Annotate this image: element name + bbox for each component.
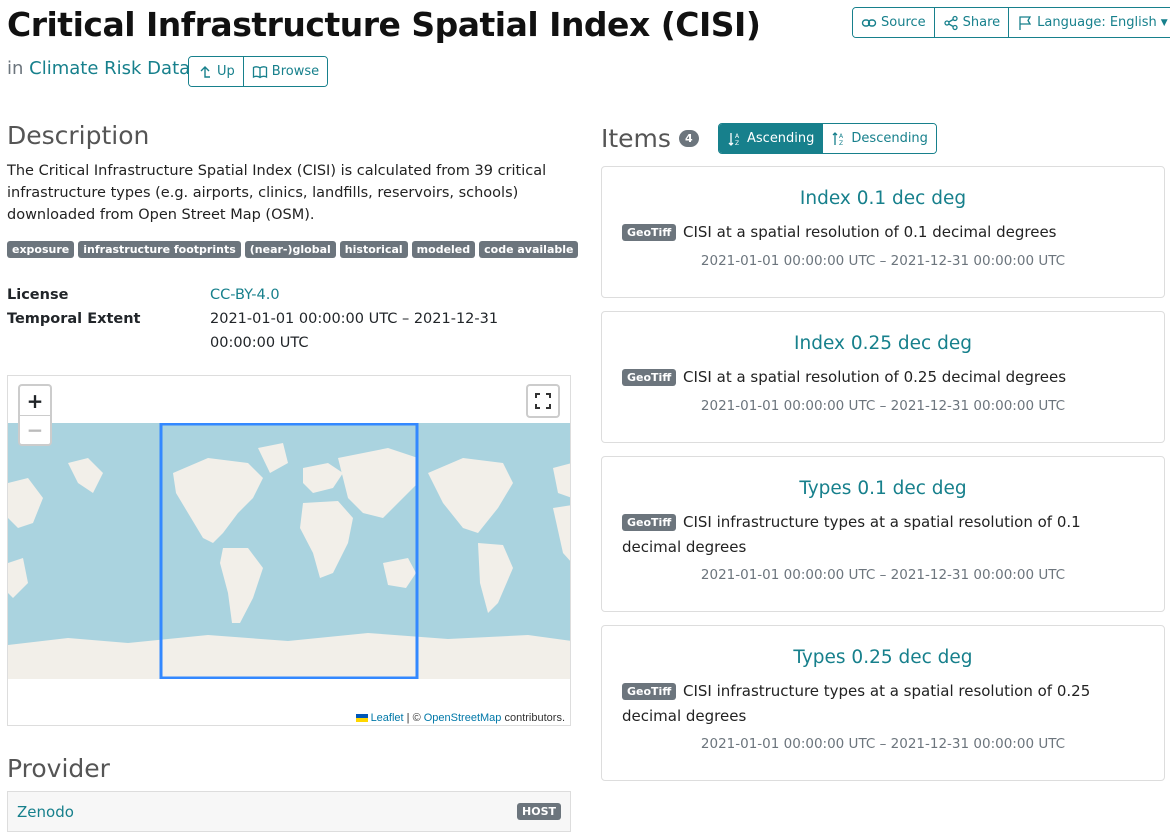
fullscreen-button[interactable]: [526, 384, 560, 418]
keyword-tag: exposure: [7, 241, 75, 258]
zoom-out-button[interactable]: −: [20, 415, 50, 444]
keyword-tag: (near-)global: [244, 241, 336, 258]
source-button-label: Source: [881, 15, 926, 30]
format-badge: GeoTiff: [622, 224, 677, 241]
items-count-badge: 4: [678, 130, 699, 147]
metadata-key: Temporal Extent: [7, 311, 141, 327]
keyword-tag: infrastructure footprints: [78, 241, 241, 258]
item-title-link[interactable]: Types 0.25 dec deg: [793, 647, 973, 668]
keyword-tag: modeled: [411, 241, 476, 258]
format-badge: GeoTiff: [622, 683, 677, 700]
svg-text:Z: Z: [839, 140, 843, 147]
source-button[interactable]: Source: [853, 8, 935, 37]
keyword-tag: code available: [479, 241, 579, 258]
parent-catalog-link[interactable]: Climate Risk Data: [29, 58, 191, 79]
expand-icon: [535, 393, 551, 409]
extent-bbox: [159, 423, 419, 679]
attribution-separator: | ©: [406, 712, 421, 724]
description-heading: Description: [7, 121, 150, 150]
item-description-text: CISI at a spatial resolution of 0.1 deci…: [683, 223, 1057, 241]
share-icon: [944, 15, 958, 30]
map-view[interactable]: + − Leaflet | © OpenStreetMap contributo…: [7, 375, 571, 726]
metadata-key: License: [7, 287, 69, 303]
item-description-text: CISI infrastructure types at a spatial r…: [622, 682, 1091, 725]
caret-down-icon: ▼: [1160, 17, 1168, 28]
format-badge: GeoTiff: [622, 369, 677, 386]
item-dates: 2021-01-01 00:00:00 UTC – 2021-12-31 00:…: [700, 253, 1066, 269]
page-title: Critical Infrastructure Spatial Index (C…: [7, 5, 761, 44]
nav-button-group: Up Browse: [188, 56, 329, 87]
item-description: GeoTiff CISI at a spatial resolution of …: [622, 365, 1144, 390]
breadcrumb: in Climate Risk Data: [7, 58, 190, 79]
license-link[interactable]: CC-BY-4.0: [210, 287, 280, 303]
item-dates: 2021-01-01 00:00:00 UTC – 2021-12-31 00:…: [700, 736, 1066, 752]
zoom-control: + −: [18, 384, 52, 446]
metadata-table: License CC-BY-4.0 Temporal Extent 2021-0…: [7, 283, 560, 355]
item-description-text: CISI infrastructure types at a spatial r…: [622, 513, 1081, 556]
metadata-row-temporal-extent: Temporal Extent 2021-01-01 00:00:00 UTC …: [7, 307, 560, 355]
browse-button-label: Browse: [271, 64, 320, 79]
language-dropdown[interactable]: Language: English ▼: [1009, 8, 1170, 37]
item-title-link[interactable]: Index 0.25 dec deg: [794, 333, 972, 354]
leaflet-link[interactable]: Leaflet: [370, 712, 404, 724]
zoom-in-button[interactable]: +: [26, 388, 44, 413]
up-button[interactable]: Up: [189, 57, 244, 86]
item-card: Types 0.1 dec deg GeoTiff CISI infrastru…: [601, 456, 1165, 612]
items-heading: Items 4: [601, 124, 699, 153]
item-description: GeoTiff CISI infrastructure types at a s…: [622, 510, 1144, 559]
world-map[interactable]: [8, 423, 571, 679]
provider-heading: Provider: [7, 754, 110, 783]
sort-ascending-label: Ascending: [747, 131, 815, 146]
provider-card: Zenodo HOST: [7, 791, 571, 832]
share-button-label: Share: [962, 15, 1001, 30]
book-icon: [252, 65, 267, 78]
share-button[interactable]: Share: [934, 8, 1010, 37]
item-description: GeoTiff CISI at a spatial resolution of …: [622, 220, 1144, 245]
sort-ascending-icon: AZ: [728, 132, 740, 147]
up-button-label: Up: [217, 64, 235, 79]
arrow-up-icon: [200, 65, 210, 78]
language-dropdown-label: Language: English: [1037, 15, 1157, 30]
osm-link[interactable]: OpenStreetMap: [423, 712, 502, 724]
breadcrumb-prefix: in: [7, 58, 24, 79]
item-dates: 2021-01-01 00:00:00 UTC – 2021-12-31 00:…: [700, 567, 1066, 583]
format-badge: GeoTiff: [622, 514, 677, 531]
browse-button[interactable]: Browse: [243, 57, 328, 86]
item-title-link[interactable]: Types 0.1 dec deg: [799, 478, 967, 499]
description-text: The Critical Infrastructure Spatial Inde…: [7, 163, 547, 223]
ukraine-flag-icon: [355, 714, 368, 722]
metadata-row-license: License CC-BY-4.0: [7, 283, 560, 307]
svg-text:A: A: [735, 133, 740, 140]
top-button-group: Source Share Language: English ▼: [852, 7, 1170, 38]
attribution-suffix: contributors.: [504, 712, 565, 724]
sort-descending-icon: AZ: [832, 131, 844, 147]
item-description-text: CISI at a spatial resolution of 0.25 dec…: [683, 368, 1067, 386]
map-attribution: Leaflet | © OpenStreetMap contributors.: [350, 711, 570, 725]
keyword-tag: historical: [339, 241, 408, 258]
link-icon: [861, 18, 877, 27]
provider-link[interactable]: Zenodo: [17, 802, 74, 821]
item-card: Types 0.25 dec deg GeoTiff CISI infrastr…: [601, 625, 1165, 781]
svg-text:A: A: [839, 133, 844, 140]
svg-text:Z: Z: [735, 140, 739, 147]
item-description: GeoTiff CISI infrastructure types at a s…: [622, 679, 1144, 728]
provider-role-badge: HOST: [517, 803, 561, 820]
flag-icon: [1019, 15, 1032, 30]
keyword-tags: exposure infrastructure footprints (near…: [7, 241, 579, 258]
sort-descending-label: Descending: [851, 131, 928, 146]
item-card: Index 0.1 dec deg GeoTiff CISI at a spat…: [601, 166, 1165, 298]
item-title-link[interactable]: Index 0.1 dec deg: [799, 188, 967, 209]
metadata-value: 2021-01-01 00:00:00 UTC – 2021-12-31 00:…: [210, 311, 499, 351]
item-dates: 2021-01-01 00:00:00 UTC – 2021-12-31 00:…: [700, 398, 1066, 414]
item-card: Index 0.25 dec deg GeoTiff CISI at a spa…: [601, 311, 1165, 443]
items-heading-label: Items: [601, 124, 671, 153]
